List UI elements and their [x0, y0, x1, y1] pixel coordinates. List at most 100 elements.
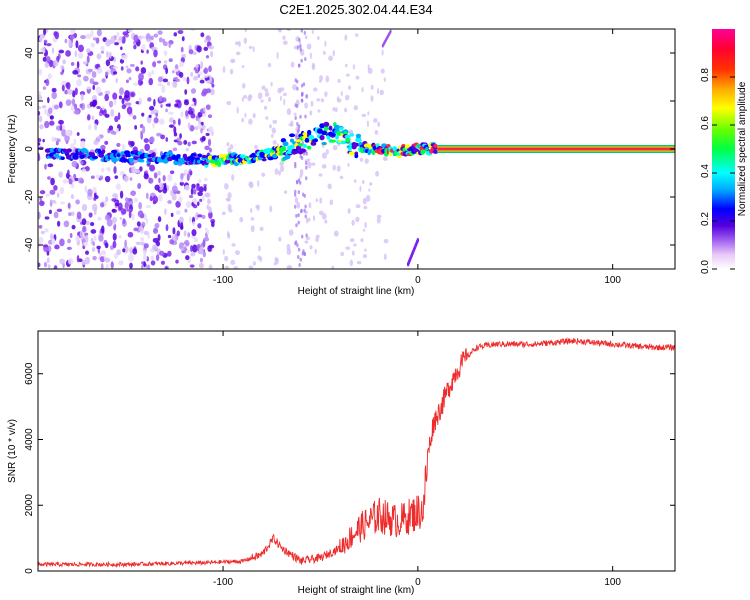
spectrogram-cell — [279, 161, 285, 166]
spectrogram-cell — [143, 230, 149, 236]
spectrogram-cell — [47, 264, 51, 269]
spectrogram-cell — [73, 138, 77, 146]
spectrogram-cell — [140, 132, 144, 140]
spectrogram-cell — [83, 149, 89, 154]
spectrogram-cell — [364, 158, 369, 164]
spectrogram-cell — [321, 213, 327, 220]
spectrogram-cell — [110, 108, 115, 117]
spectrogram-cell — [207, 114, 213, 119]
spectrogram-cell — [275, 257, 279, 265]
spectrogram-cell — [187, 232, 191, 238]
spectrogram-cell — [87, 68, 93, 73]
spectrogram-cell — [167, 174, 173, 182]
spectrogram-cell — [197, 191, 203, 197]
spectrogram-cell — [64, 134, 70, 143]
spectrogram-cell — [104, 140, 109, 145]
spectrogram-cell — [345, 73, 350, 77]
spectrogram-cell — [295, 138, 302, 143]
spectrogram-cell — [96, 105, 101, 110]
spectrogram-cell — [171, 185, 178, 193]
spectrogram-cell — [328, 125, 333, 131]
spectrogram-cell — [364, 248, 367, 252]
spectrogram-cell — [175, 78, 181, 82]
spectrogram-cell — [167, 156, 173, 162]
spectrogram-cell — [86, 86, 92, 90]
spectrogram-cell — [310, 141, 317, 146]
spectrogram-cell — [104, 175, 111, 183]
spectrogram-cell — [126, 68, 132, 74]
spectrogram-cell — [120, 66, 124, 71]
spectrogram-cell — [149, 164, 156, 172]
spectrogram-cell — [98, 234, 104, 242]
spectrogram-cell — [350, 133, 355, 137]
spectrogram-cell — [383, 77, 386, 82]
spectrogram-cell — [112, 65, 119, 70]
spectrogram-cell — [370, 95, 374, 102]
spectrogram-cell — [208, 45, 215, 50]
spectrogram-cell — [202, 195, 205, 202]
spectrogram-cell — [331, 265, 335, 269]
spectrogram-cell — [339, 175, 344, 180]
spectrogram-cell — [347, 146, 352, 152]
spectrogram-cell — [191, 235, 196, 239]
spectrogram-cell — [305, 236, 311, 241]
spectrogram-cell — [84, 256, 91, 265]
spectrogram-cell — [317, 109, 321, 113]
spectrogram-cell — [203, 67, 208, 75]
spectrogram-cell — [360, 238, 364, 243]
spectrogram-cell — [271, 127, 276, 134]
spectrogram-cell — [38, 115, 43, 123]
spectrogram-xlabel: Height of straight line (km) — [298, 286, 415, 297]
spectrogram-cell — [68, 39, 72, 48]
spectrogram-cell — [300, 156, 304, 161]
spectrogram-cell — [324, 91, 328, 97]
spectrogram-cell — [167, 200, 172, 204]
spectrogram-cell — [48, 209, 52, 215]
spectrogram-cell — [192, 51, 197, 56]
spectrogram-cell — [168, 124, 175, 128]
spectrogram-cell — [321, 152, 327, 159]
spectrogram-cell — [185, 249, 191, 253]
spectrogram-cell — [144, 143, 150, 152]
spectrogram-cell — [302, 82, 306, 87]
spectrogram-cell — [104, 113, 110, 118]
spectrogram-cell — [296, 129, 300, 134]
spectrogram-cell — [89, 78, 95, 84]
spectrogram-cell — [376, 88, 380, 95]
spectrogram-cell — [165, 67, 169, 75]
spectrogram-cell — [45, 78, 50, 87]
spectrogram-cell — [116, 142, 121, 148]
spectrogram-cell — [297, 213, 300, 218]
spectrogram-cell — [327, 183, 332, 190]
spectrogram-cell — [190, 88, 197, 94]
spectrogram-cell — [282, 92, 287, 97]
spectrogram-cell — [104, 257, 111, 263]
spectrogram-cell — [83, 241, 88, 247]
spectrogram-cell — [133, 197, 139, 203]
spectrogram-cell — [367, 111, 370, 116]
colorbar-gradient — [712, 29, 735, 269]
spectrogram-cell — [70, 29, 76, 35]
spectrogram-ytick-label: 40 — [24, 47, 35, 59]
spectrogram-cell — [163, 50, 168, 56]
spectrogram-cell — [175, 200, 181, 208]
spectrogram-cell — [49, 189, 56, 195]
spectrogram-cell — [433, 143, 438, 148]
spectrogram-cell — [118, 95, 123, 100]
spectrogram-cell — [59, 238, 65, 247]
spectrogram-cell — [129, 262, 133, 269]
spectrogram-cell — [118, 36, 123, 41]
spectrogram-cell — [320, 98, 325, 103]
spectrogram-cell — [121, 54, 127, 61]
spectrogram-cell — [90, 222, 95, 227]
spectrogram-cell — [38, 91, 42, 96]
spectrogram-cell — [349, 259, 354, 267]
spectrogram-cell — [217, 161, 222, 168]
spectrogram-cell — [286, 243, 291, 251]
spectrogram-cell — [190, 113, 196, 119]
spectrogram-cell — [208, 264, 213, 269]
spectrogram-cell — [303, 193, 306, 198]
spectrogram-cell — [158, 194, 163, 202]
spectrogram-cell — [296, 201, 301, 209]
spectrogram-cell — [230, 259, 236, 265]
